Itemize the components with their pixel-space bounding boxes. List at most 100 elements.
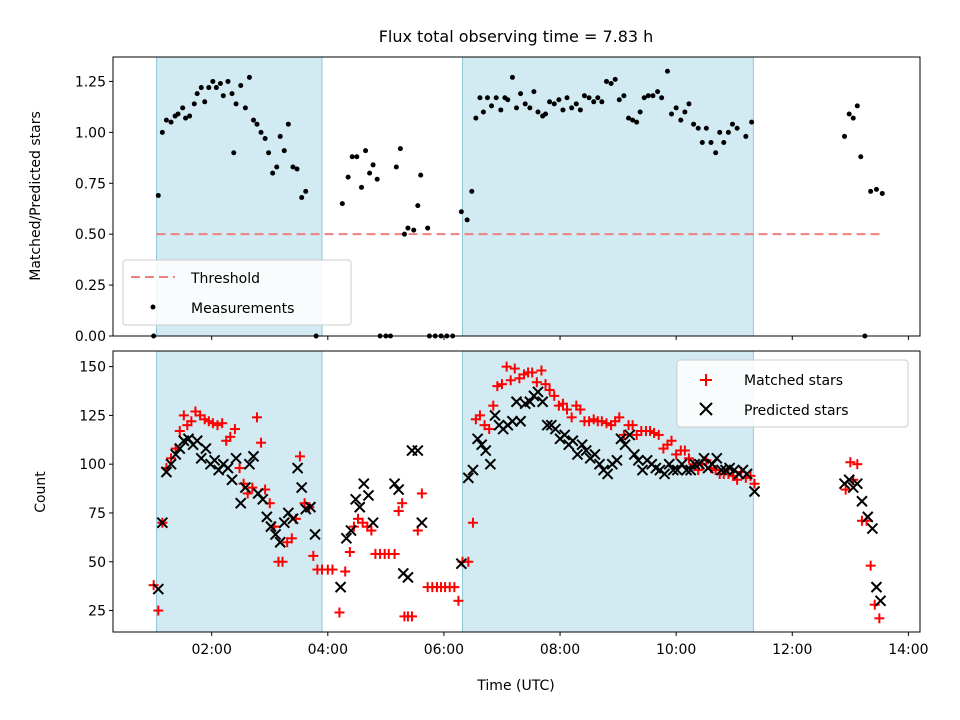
y-tick-label: 0.00 xyxy=(75,329,106,345)
measurement-point xyxy=(210,78,216,84)
measurement-point xyxy=(285,121,291,127)
matched-point xyxy=(557,398,568,409)
predicted-point xyxy=(624,429,636,441)
predicted-point xyxy=(222,462,234,474)
measurement-point xyxy=(664,68,670,74)
matched-point xyxy=(531,377,542,388)
predicted-point xyxy=(160,466,173,478)
measurement-point xyxy=(634,119,640,125)
ratio-panel: 0.00 0.25 0.50 0.75 1.00 1.25 Matched/Predict… xyxy=(28,56,921,345)
measurement-point xyxy=(194,91,200,97)
matched-point xyxy=(449,582,460,593)
matched-point xyxy=(745,470,756,481)
predicted-point xyxy=(532,386,544,398)
matched-point xyxy=(584,416,595,427)
predicted-point xyxy=(261,511,273,523)
predicted-point xyxy=(663,458,675,470)
measurement-point xyxy=(577,107,583,113)
predicted-point xyxy=(698,452,710,465)
predicted-point xyxy=(358,477,370,490)
matched-point xyxy=(286,533,297,544)
predicted-point xyxy=(462,472,475,484)
measurement-point xyxy=(254,121,260,127)
measurement-point xyxy=(713,150,719,156)
measurement-point xyxy=(274,164,280,170)
matched-point xyxy=(406,611,417,622)
measurement-point xyxy=(220,93,226,99)
measurement-point xyxy=(180,105,186,111)
predicted-point xyxy=(156,517,169,529)
matched-point xyxy=(544,385,555,396)
matched-point xyxy=(575,404,586,415)
measurement-point xyxy=(535,109,541,115)
matched-point xyxy=(207,418,218,429)
measurement-point xyxy=(155,192,161,198)
matched-point xyxy=(153,605,164,616)
predicted-point xyxy=(866,522,879,535)
bottom-legend: Matched stars Predicted stars xyxy=(676,359,909,428)
predicted-point xyxy=(862,511,874,523)
predicted-point xyxy=(235,497,247,509)
predicted-point xyxy=(291,462,304,474)
measurement-point xyxy=(175,111,181,117)
matched-point xyxy=(492,381,503,392)
predicted-point xyxy=(152,583,164,595)
measurement-point xyxy=(556,97,562,103)
predicted-point xyxy=(741,468,753,480)
predicted-point xyxy=(541,419,553,431)
predicted-point xyxy=(367,517,379,529)
y-tick-label: 150 xyxy=(79,360,106,376)
top-legend: Threshold Measurements xyxy=(122,259,352,326)
measurement-point xyxy=(581,93,587,99)
predicted-point xyxy=(580,444,592,457)
y-tick-label: 0.50 xyxy=(75,227,106,243)
measurement-point xyxy=(349,154,355,160)
matched-point xyxy=(845,457,856,468)
predicted-point xyxy=(247,450,260,463)
matched-point xyxy=(501,361,512,372)
x-tick-label: 10:00 xyxy=(656,642,696,658)
measurements-legend-label: Measurements xyxy=(191,301,294,317)
predicted-point xyxy=(349,493,362,506)
y-tick-label: 0.75 xyxy=(75,176,106,192)
measurement-point xyxy=(703,125,709,131)
measurement-point xyxy=(527,105,533,111)
y-tick-label: 25 xyxy=(88,604,106,620)
measurement-point xyxy=(749,119,755,125)
measurement-point xyxy=(708,140,714,146)
matched-legend-swatch xyxy=(700,374,712,386)
measurement-point xyxy=(560,107,566,113)
matched-point xyxy=(340,566,351,577)
matched-point xyxy=(601,418,612,429)
measurement-point xyxy=(868,188,874,194)
measurement-point xyxy=(850,115,856,121)
measurement-point xyxy=(645,93,651,99)
predicted-point xyxy=(567,435,579,447)
predicted-point xyxy=(265,520,277,533)
measurement-point xyxy=(397,146,403,152)
x-tick-label: 06:00 xyxy=(424,642,464,658)
predicted-point xyxy=(174,442,186,455)
measurement-point xyxy=(294,166,300,172)
measurement-point xyxy=(415,203,421,209)
measurement-point xyxy=(695,125,701,131)
measurement-point xyxy=(531,89,537,95)
matched-point xyxy=(749,478,760,489)
measurement-point xyxy=(238,83,244,89)
measurement-point xyxy=(202,99,208,105)
predicted-point xyxy=(388,477,401,490)
predicted-point xyxy=(870,581,883,593)
predicted-point xyxy=(257,493,269,506)
measurement-point xyxy=(262,135,268,141)
matched-point xyxy=(327,564,338,575)
predicted-point xyxy=(856,495,868,507)
measurement-point xyxy=(393,164,399,170)
measurement-point xyxy=(599,99,605,105)
measurements-legend-swatch xyxy=(150,304,156,310)
predicted-point xyxy=(658,468,671,480)
matched-point xyxy=(467,517,478,528)
predicted-point xyxy=(593,458,606,470)
x-tick-label: 04:00 xyxy=(308,642,348,658)
predicted-point xyxy=(628,448,641,461)
predicted-point xyxy=(340,532,353,545)
